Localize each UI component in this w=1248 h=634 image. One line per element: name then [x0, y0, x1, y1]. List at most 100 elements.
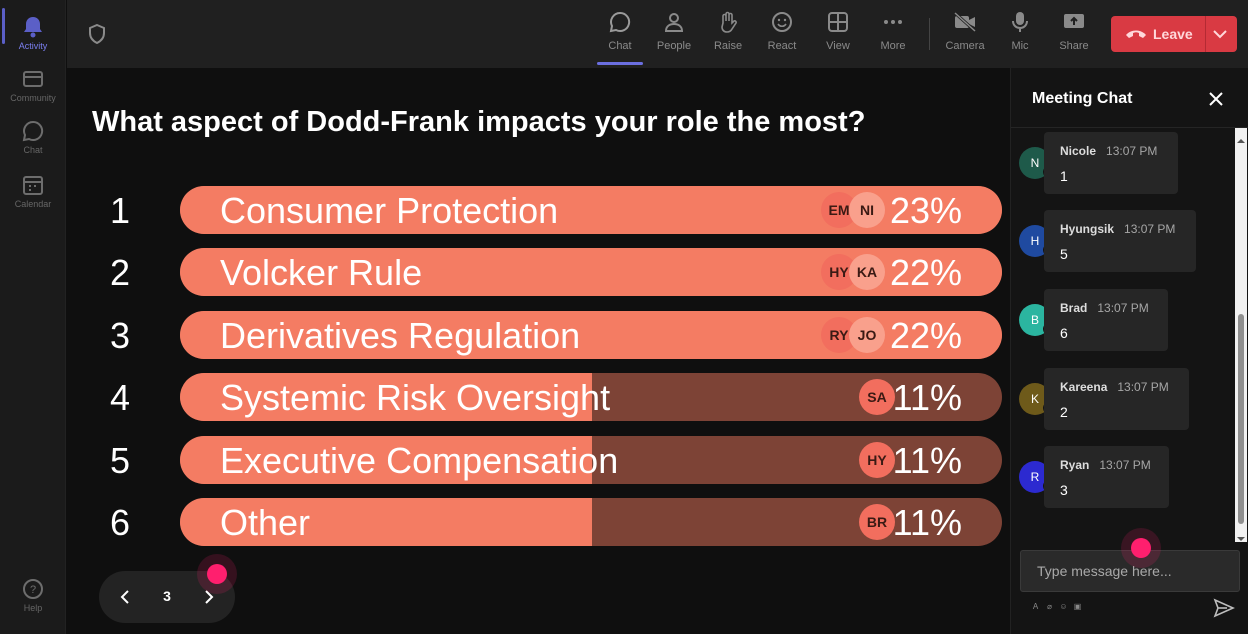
message-text: 1: [1060, 168, 1068, 184]
more-icon: [881, 10, 905, 34]
scrollbar-thumb[interactable]: [1238, 314, 1244, 524]
option-percent: 11%: [892, 440, 962, 481]
scroll-up-icon[interactable]: [1237, 132, 1245, 143]
option-label: Systemic Risk Oversight: [220, 377, 611, 418]
toolbar-divider: [929, 18, 930, 50]
message-sender: Brad: [1060, 301, 1088, 315]
leave-button[interactable]: Leave: [1111, 16, 1237, 52]
message-text: 6: [1060, 325, 1068, 341]
option-number: 5: [109, 440, 131, 481]
option-number: 6: [109, 502, 131, 543]
chevron-left-icon[interactable]: [115, 587, 135, 607]
compose-format-icons: A ⌀ ☺ ▣: [1031, 602, 1082, 614]
result-bar: Consumer Protection EM NI 23%: [180, 186, 1002, 234]
chat-scrollbar[interactable]: [1235, 128, 1247, 542]
poll-option-6: 6 Other BR 11%: [67, 498, 1010, 546]
option-percent: 11%: [892, 377, 962, 418]
mic-icon: [1008, 10, 1032, 34]
option-number: 4: [109, 377, 131, 418]
message-time: 13:07 PM: [1124, 222, 1176, 236]
leave-divider: [1205, 16, 1206, 52]
hand-icon: [716, 10, 740, 34]
avatar: HY: [859, 442, 895, 478]
message-time: 13:07 PM: [1099, 458, 1151, 472]
message-text: 2: [1060, 404, 1068, 420]
toolbar-camera-button[interactable]: Camera: [940, 10, 990, 60]
option-label: Consumer Protection: [220, 190, 559, 231]
rail-item-chat[interactable]: Chat: [0, 112, 66, 162]
result-bar: Derivatives Regulation RY JO 22%: [180, 311, 1002, 359]
close-icon[interactable]: [1207, 90, 1225, 108]
option-percent: 23%: [889, 190, 962, 231]
app-rail: Activity Community Chat Calendar ? Help: [0, 0, 66, 634]
chevron-down-icon[interactable]: [1211, 26, 1229, 42]
chevron-right-icon[interactable]: [199, 587, 219, 607]
result-bar-fill: [180, 436, 592, 484]
option-percent: 22%: [889, 315, 962, 356]
message-time: 13:07 PM: [1117, 380, 1169, 394]
scroll-down-icon[interactable]: [1237, 530, 1245, 541]
avatar: KA: [849, 254, 885, 290]
send-icon[interactable]: [1213, 598, 1235, 618]
toolbar-react-button[interactable]: React: [757, 10, 807, 60]
message-sender: Hyungsik: [1060, 222, 1115, 236]
poll-option-5: 5 Executive Compensation HY 11%: [67, 436, 1010, 484]
rail-item-help[interactable]: ? Help: [0, 570, 66, 620]
poll-option-4: 4 Systemic Risk Oversight SA 11%: [67, 373, 1010, 421]
message-bubble: Ryan 13:07 PM 3: [1044, 446, 1169, 508]
chat-message-list: N Nicole 13:07 PM 1 H Hyungsik 13:07 PM 5 …: [1011, 128, 1235, 542]
result-bar: Systemic Risk Oversight SA 11%: [180, 373, 1002, 421]
rail-item-calendar[interactable]: Calendar: [0, 166, 66, 216]
meeting-chat-panel: Meeting Chat N Nicole 13:07 PM 1 H Hyungs…: [1010, 68, 1248, 634]
avatar: BR: [859, 504, 895, 540]
message-bubble: Nicole 13:07 PM 1: [1044, 132, 1178, 194]
format-text-icon[interactable]: A: [1032, 602, 1039, 611]
rail-item-activity[interactable]: Activity: [0, 8, 66, 58]
toolbar-raise-button[interactable]: Raise: [703, 10, 753, 60]
toolbar-view-button[interactable]: View: [813, 10, 863, 60]
rail-item-community[interactable]: Community: [0, 60, 66, 110]
option-percent: 22%: [889, 252, 962, 293]
toolbar-more-button[interactable]: More: [868, 10, 918, 60]
message-sender: Ryan: [1060, 458, 1090, 472]
shield-icon[interactable]: [87, 23, 107, 45]
message-input[interactable]: [1020, 550, 1240, 592]
share-icon: [1062, 10, 1086, 34]
option-number: 3: [109, 315, 131, 356]
smiley-icon: [770, 10, 794, 34]
attach-icon[interactable]: ⌀: [1047, 602, 1052, 611]
toolbar-mic-button[interactable]: Mic: [995, 10, 1045, 60]
result-bar: Executive Compensation HY 11%: [180, 436, 1002, 484]
pointer-indicator: [207, 564, 227, 584]
chat-icon: [608, 10, 632, 34]
message-bubble: Brad 13:07 PM 6: [1044, 289, 1168, 351]
message-text: 5: [1060, 246, 1068, 262]
message-sender: Kareena: [1060, 380, 1108, 394]
community-icon: [22, 68, 44, 90]
gif-icon[interactable]: ▣: [1073, 602, 1082, 611]
option-label: Volcker Rule: [220, 252, 423, 293]
avatar: JO: [849, 317, 885, 353]
option-number: 2: [109, 252, 131, 293]
result-bar-fill: [180, 373, 592, 421]
active-tab-indicator: [597, 62, 643, 65]
message-time: 13:07 PM: [1106, 144, 1158, 158]
poll-option-3: 3 Derivatives Regulation RY JO 22%: [67, 311, 1010, 359]
toolbar-chat-button[interactable]: Chat: [595, 10, 645, 60]
people-icon: [662, 10, 686, 34]
toolbar-people-button[interactable]: People: [649, 10, 699, 60]
poll-option-2: 2 Volcker Rule HY KA 22%: [67, 248, 1010, 296]
toolbar-share-button[interactable]: Share: [1049, 10, 1099, 60]
option-percent: 11%: [892, 502, 962, 543]
poll-results: What aspect of Dodd-Frank impacts your r…: [67, 68, 1010, 634]
camera-off-icon: [953, 10, 977, 34]
result-bar: Other BR 11%: [180, 498, 1002, 546]
calendar-icon: [22, 174, 44, 196]
meeting-toolbar: Chat People Raise React View More C: [67, 0, 1248, 68]
rail-active-indicator: [2, 8, 5, 44]
emoji-icon[interactable]: ☺: [1059, 602, 1068, 611]
avatar: NI: [849, 192, 885, 228]
option-number: 1: [109, 190, 131, 231]
poll-option-1: 1 Consumer Protection EM NI 23%: [67, 186, 1010, 234]
message-bubble: Hyungsik 13:07 PM 5: [1044, 210, 1196, 272]
